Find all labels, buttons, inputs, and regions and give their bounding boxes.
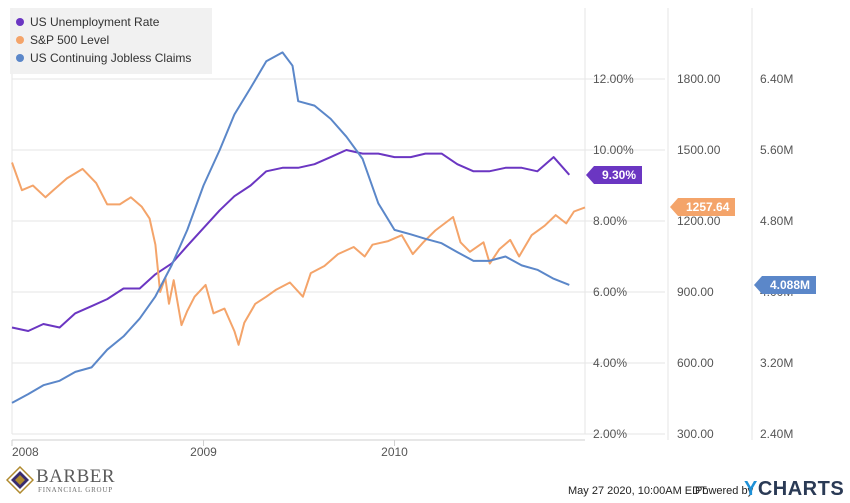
last-value-badge-unemployment: 9.30% xyxy=(585,165,643,184)
legend-label: US Continuing Jobless Claims xyxy=(30,51,192,65)
y-tick-unemployment: 4.00% xyxy=(593,356,627,370)
ycharts-logo[interactable]: YCHARTS xyxy=(744,478,844,501)
y-tick-sp500: 1500.00 xyxy=(677,143,721,157)
y-tick-claims: 2.40M xyxy=(760,427,793,441)
legend-dot-icon xyxy=(16,35,24,44)
y-tick-sp500: 900.00 xyxy=(677,285,714,299)
x-tick-label: 2010 xyxy=(381,445,408,459)
legend-dot-icon xyxy=(16,53,24,62)
y-tick-claims: 3.20M xyxy=(760,356,793,370)
y-tick-claims: 4.80M xyxy=(760,214,793,228)
barber-logo: BARBER FINANCIAL GROUP xyxy=(6,464,136,500)
logo-diamond-icon xyxy=(6,466,34,494)
footer-timestamp: May 27 2020, 10:00AM EDT. xyxy=(568,485,709,497)
legend-dot-icon xyxy=(16,17,24,26)
y-tick-unemployment: 2.00% xyxy=(593,427,627,441)
y-tick-unemployment: 10.00% xyxy=(593,143,634,157)
x-tick-label: 2009 xyxy=(190,445,217,459)
y-tick-claims: 6.40M xyxy=(760,72,793,86)
y-tick-sp500: 1800.00 xyxy=(677,72,721,86)
series-lines xyxy=(11,51,586,404)
y-tick-unemployment: 12.00% xyxy=(593,72,634,86)
legend-label: S&P 500 Level xyxy=(30,33,110,47)
y-tick-unemployment: 6.00% xyxy=(593,285,627,299)
logo-subtitle: FINANCIAL GROUP xyxy=(38,486,113,494)
x-axis-tick-labels: 2008 2009 2010 xyxy=(11,440,408,459)
series-line-sp500[interactable] xyxy=(11,162,586,346)
legend-label: US Unemployment Rate xyxy=(30,15,160,29)
legend: US Unemployment Rate S&P 500 Level US Co… xyxy=(10,8,212,74)
axis-tick-labels: 2.00% 4.00% 6.00% 8.00% 10.00% 12.00% 300.00 60… xyxy=(593,72,793,441)
legend-item-sp500[interactable]: S&P 500 Level xyxy=(16,32,109,48)
series-line-unemployment[interactable] xyxy=(11,149,571,332)
y-tick-sp500: 600.00 xyxy=(677,356,714,370)
grid-lines xyxy=(11,8,753,441)
ycharts-logo-y: Y xyxy=(744,478,758,500)
legend-item-claims[interactable]: US Continuing Jobless Claims xyxy=(16,50,191,66)
legend-item-unemployment[interactable]: US Unemployment Rate xyxy=(16,14,159,30)
y-tick-sp500: 300.00 xyxy=(677,427,714,441)
x-tick-label: 2008 xyxy=(12,445,39,459)
last-value-badge-claims: 4.088M xyxy=(753,275,817,294)
footer-powered-by: Powered by xyxy=(695,485,754,497)
y-tick-unemployment: 8.00% xyxy=(593,214,627,228)
ycharts-logo-text: CHARTS xyxy=(757,478,845,500)
y-tick-claims: 5.60M xyxy=(760,143,793,157)
series-line-claims[interactable] xyxy=(11,51,570,404)
y-tick-sp500: 1200.00 xyxy=(677,214,721,228)
logo-name: BARBER xyxy=(36,466,116,487)
last-value-badge-sp500: 1257.64 xyxy=(669,198,736,217)
